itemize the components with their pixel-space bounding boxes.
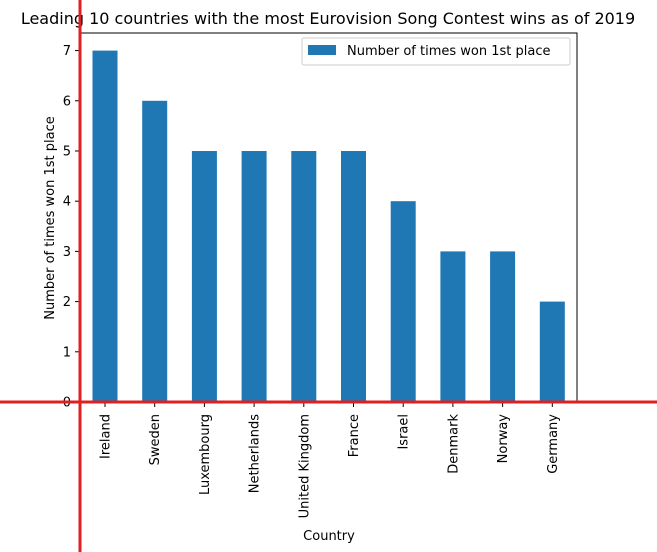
x-axis-ticks: Ireland Sweden Luxembourg Netherlands United… <box>99 402 561 518</box>
bar-united-kingdom <box>291 151 317 402</box>
chart-title: Leading 10 countries with the most Eurov… <box>21 9 635 28</box>
x-tick-label: Israel <box>397 414 412 450</box>
y-axis-label: Number of times won 1st place <box>43 116 58 320</box>
legend-box <box>301 37 571 66</box>
x-tick-label: Ireland <box>99 414 114 459</box>
x-tick-label: France <box>347 414 362 457</box>
y-tick-label: 5 <box>63 144 71 159</box>
y-tick-label: 4 <box>63 195 71 210</box>
legend-swatch <box>308 45 336 55</box>
legend: Number of times won 1st place <box>301 37 571 66</box>
bar-norway <box>490 251 516 402</box>
x-tick-label: Netherlands <box>248 414 263 493</box>
y-tick-label: 2 <box>63 295 71 310</box>
x-tick-label: Denmark <box>446 414 461 474</box>
bar-netherlands <box>241 151 267 402</box>
y-tick-label: 1 <box>63 345 71 360</box>
bar-ireland <box>92 50 118 402</box>
x-tick-label: Luxembourg <box>198 414 213 495</box>
bar-luxembourg <box>191 151 217 402</box>
bar-israel <box>390 201 416 402</box>
x-axis-label: Country <box>303 529 355 544</box>
y-axis-ticks: 01234567 <box>63 44 80 411</box>
bar-denmark <box>440 251 466 402</box>
x-tick-label: Sweden <box>148 414 163 465</box>
x-tick-label: United Kingdom <box>297 414 312 518</box>
x-tick-label: Germany <box>546 414 561 474</box>
x-tick-label: Norway <box>496 414 511 464</box>
legend-label: Number of times won 1st place <box>347 44 551 59</box>
bar-sweden <box>142 100 168 403</box>
y-tick-label: 3 <box>63 245 71 260</box>
y-tick-label: 7 <box>63 44 71 59</box>
bar-germany <box>539 301 565 402</box>
y-tick-label: 6 <box>63 94 71 109</box>
bar-france <box>341 151 366 402</box>
bars-group <box>92 50 565 403</box>
